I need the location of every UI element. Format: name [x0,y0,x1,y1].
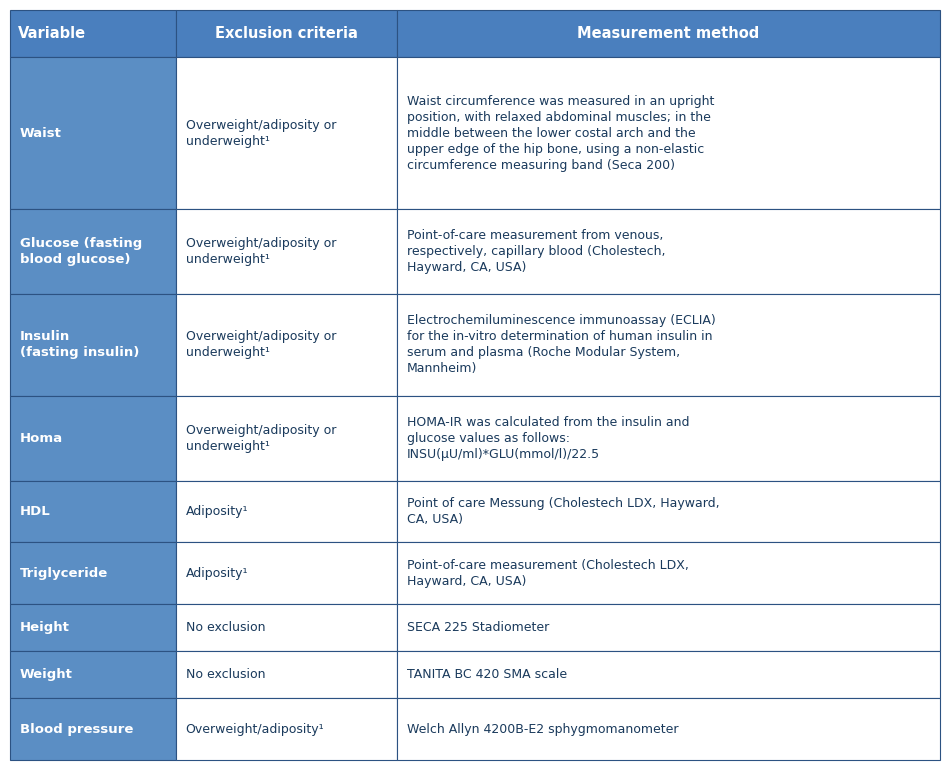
Text: Overweight/adiposity or
underweight¹: Overweight/adiposity or underweight¹ [185,330,336,360]
Bar [10,542,176,604]
Bar [176,397,397,480]
Text: Exclusion criteria: Exclusion criteria [215,26,357,41]
Bar [176,651,397,698]
Text: Point-of-care measurement from venous,
respectively, capillary blood (Cholestech: Point-of-care measurement from venous, r… [407,229,665,274]
Text: Blood pressure: Blood pressure [20,723,133,735]
Bar [397,542,940,604]
Bar [10,604,176,651]
Bar [176,698,397,760]
Bar [397,57,940,209]
Bar [10,698,176,760]
Bar [176,57,397,209]
Bar [176,542,397,604]
Text: Electrochemiluminescence immunoassay (ECLIA)
for the in-vitro determination of h: Electrochemiluminescence immunoassay (EC… [407,314,715,376]
Bar [397,651,940,698]
Text: HOMA-IR was calculated from the insulin and
glucose values as follows:
INSU(μU/m: HOMA-IR was calculated from the insulin … [407,416,690,461]
Text: Triglyceride: Triglyceride [20,567,108,580]
Bar [10,651,176,698]
Bar [176,10,397,57]
Text: No exclusion: No exclusion [185,621,265,634]
Text: Measurement method: Measurement method [578,26,760,41]
Bar [397,604,940,651]
Text: SECA 225 Stadiometer: SECA 225 Stadiometer [407,621,549,634]
Bar [176,293,397,397]
Text: Homa: Homa [20,432,63,445]
Bar [176,480,397,542]
Text: Waist circumference was measured in an upright
position, with relaxed abdominal : Waist circumference was measured in an u… [407,95,714,172]
Bar [397,698,940,760]
Text: TANITA BC 420 SMA scale: TANITA BC 420 SMA scale [407,668,567,681]
Text: HDL: HDL [20,505,50,518]
Bar [176,604,397,651]
Text: Overweight/adiposity¹: Overweight/adiposity¹ [185,723,324,735]
Bar [10,57,176,209]
Text: Adiposity¹: Adiposity¹ [185,567,248,580]
Text: Point-of-care measurement (Cholestech LDX,
Hayward, CA, USA): Point-of-care measurement (Cholestech LD… [407,558,689,588]
Bar [397,397,940,480]
Text: Waist: Waist [20,127,62,140]
Text: No exclusion: No exclusion [185,668,265,681]
Text: Glucose (fasting
blood glucose): Glucose (fasting blood glucose) [20,237,142,266]
Text: Variable: Variable [18,26,86,41]
Text: Overweight/adiposity or
underweight¹: Overweight/adiposity or underweight¹ [185,237,336,266]
Text: Point of care Messung (Cholestech LDX, Hayward,
CA, USA): Point of care Messung (Cholestech LDX, H… [407,497,719,526]
Bar [10,10,176,57]
Bar [397,209,940,293]
Bar [397,480,940,542]
Text: Adiposity¹: Adiposity¹ [185,505,248,518]
Bar [10,209,176,293]
Bar [176,209,397,293]
Text: Overweight/adiposity or
underweight¹: Overweight/adiposity or underweight¹ [185,119,336,148]
Bar [10,397,176,480]
Text: Height: Height [20,621,70,634]
Bar [10,293,176,397]
Bar [397,10,940,57]
Text: Insulin
(fasting insulin): Insulin (fasting insulin) [20,330,140,360]
Text: Welch Allyn 4200B-E2 sphygmomanometer: Welch Allyn 4200B-E2 sphygmomanometer [407,723,678,735]
Text: Overweight/adiposity or
underweight¹: Overweight/adiposity or underweight¹ [185,424,336,453]
Bar [10,480,176,542]
Bar [397,293,940,397]
Text: Weight: Weight [20,668,73,681]
